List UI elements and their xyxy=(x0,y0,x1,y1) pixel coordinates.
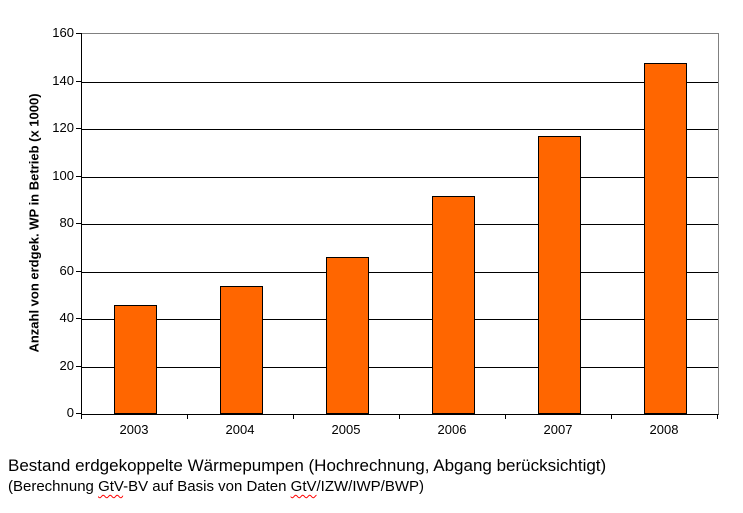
y-tick-label-80: 80 xyxy=(59,215,74,230)
x-tick-label-2008: 2008 xyxy=(649,422,679,437)
x-axis-tick-0 xyxy=(81,414,82,419)
caption-word-misspelled: GtV xyxy=(98,478,124,495)
caption-text-part: (Berechnung xyxy=(8,478,99,495)
x-axis-tick-6 xyxy=(717,414,718,419)
gridline-80 xyxy=(82,224,718,225)
chart-caption: Bestand erdgekoppelte Wärmepumpen (Hochr… xyxy=(8,455,606,496)
y-axis-tick-60 xyxy=(76,270,82,272)
y-tick-label-60: 60 xyxy=(59,262,74,278)
x-axis-tick-2 xyxy=(293,414,294,419)
y-tick-label-140: 140 xyxy=(52,72,74,88)
x-axis-tick-3 xyxy=(399,414,400,419)
x-tick-label-2005: 2005 xyxy=(331,422,361,437)
x-tick-label-2006: 2006 xyxy=(437,422,467,437)
x-tick-label-2004: 2004 xyxy=(225,422,255,437)
y-tick-label-160: 160 xyxy=(52,25,74,40)
caption-title: Bestand erdgekoppelte Wärmepumpen (Hochr… xyxy=(8,456,607,475)
y-axis-tick-100 xyxy=(76,175,82,177)
bar-2007 xyxy=(537,136,581,414)
bar-2003 xyxy=(113,304,157,414)
x-axis-tick-4 xyxy=(505,414,506,419)
y-axis-tick-160 xyxy=(76,33,82,34)
caption-text-part: /IZW/IWP/BWP) xyxy=(316,478,424,495)
plot-area xyxy=(81,33,719,415)
y-axis-tick-80 xyxy=(76,223,82,224)
y-axis-tick-40 xyxy=(76,318,82,319)
x-axis-tick-1 xyxy=(187,414,188,419)
gridline-40 xyxy=(82,319,718,320)
y-axis-tick-140 xyxy=(76,80,82,82)
y-axis-tick-120 xyxy=(76,128,82,129)
y-axis-tick-20 xyxy=(76,365,82,367)
y-tick-label-20: 20 xyxy=(59,357,74,373)
y-axis-tick-0 xyxy=(76,413,82,414)
y-tick-label-40: 40 xyxy=(59,310,74,325)
y-tick-label-120: 120 xyxy=(52,120,74,135)
bar-2008 xyxy=(643,62,687,414)
gridline-20 xyxy=(82,366,718,368)
caption-text-part: -BV auf Basis von Daten xyxy=(123,478,291,495)
bar-2005 xyxy=(325,257,369,414)
bar-2004 xyxy=(219,285,263,414)
gridline-140 xyxy=(82,81,718,83)
y-tick-label-0: 0 xyxy=(66,405,74,420)
caption-word-misspelled: GtV xyxy=(290,478,317,495)
gridline-60 xyxy=(82,271,718,273)
gridline-100 xyxy=(82,176,718,178)
x-tick-label-2003: 2003 xyxy=(119,422,149,437)
x-axis-tick-5 xyxy=(611,414,612,419)
gridline-120 xyxy=(82,129,718,130)
x-tick-label-2007: 2007 xyxy=(543,422,573,437)
y-tick-label-100: 100 xyxy=(52,167,74,183)
bar-2006 xyxy=(431,195,475,414)
caption-subtitle: (Berechnung GtV-BV auf Basis von Daten G… xyxy=(8,477,606,496)
